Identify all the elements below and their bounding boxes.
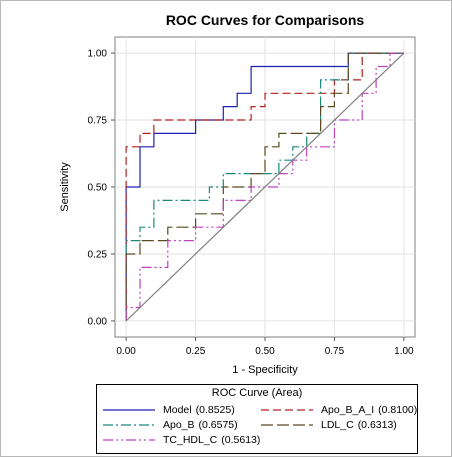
legend-series-area: (0.6313) (357, 419, 397, 431)
legend-label: Model (0.8525) (163, 403, 235, 417)
legend-label: Apo_B (0.6575) (163, 418, 238, 432)
legend-swatch (261, 409, 313, 411)
legend-series-name: Apo_B (163, 419, 195, 431)
y-tick-label: 0.50 (88, 183, 108, 194)
legend-series-area: (0.6575) (198, 419, 238, 431)
x-tick-label: 0.50 (255, 346, 275, 357)
legend-series-area: (0.8525) (195, 404, 235, 416)
x-tick-label: 0.00 (116, 346, 136, 357)
y-tick-label: 0.75 (88, 116, 108, 127)
x-tick-label: 1.00 (394, 346, 414, 357)
x-axis-label: 1 - Specificity (232, 364, 298, 376)
legend-swatch (103, 439, 155, 441)
legend-label: TC_HDL_C (0.5613) (163, 433, 260, 447)
y-tick-label: 1.00 (88, 49, 108, 60)
legend-swatch (261, 424, 313, 426)
chart-title: ROC Curves for Comparisons (166, 12, 365, 28)
legend-series-name: TC_HDL_C (163, 434, 218, 446)
legend-series-area: (0.5613) (221, 434, 261, 446)
axes: 0.00 0.25 0.50 0.75 1.00 0.00 0.25 0.50 0.75 1.00 (88, 49, 415, 357)
series-line-model (125, 52, 404, 321)
legend-label: Apo_B_A_I (0.8100) (321, 403, 417, 417)
legend-series-name: Apo_B_A_I (321, 404, 375, 416)
y-tick-label: 0.00 (88, 316, 108, 327)
series-group (125, 52, 405, 322)
legend-label: LDL_C (0.6313) (321, 418, 397, 432)
y-axis-label: Sensitivity (59, 162, 71, 212)
legend-swatch (103, 424, 155, 426)
series-line-apo-b (125, 52, 404, 254)
legend-swatch (103, 409, 155, 411)
x-tick-label: 0.25 (186, 346, 206, 357)
legend: ROC Curve (Area) Model (0.8525) Apo_B_A_I(… (96, 384, 418, 454)
legend-series-name: LDL_C (321, 419, 354, 431)
legend-title: ROC Curve (Area) (211, 387, 303, 399)
x-tick-label: 0.75 (325, 346, 345, 357)
legend-series-area: (0.8100) (378, 404, 418, 416)
legend-series-name: Model (163, 404, 192, 416)
y-tick-label: 0.25 (88, 249, 108, 260)
reference-diagonal-line (125, 52, 405, 322)
series-line-ldl-c (125, 52, 404, 321)
